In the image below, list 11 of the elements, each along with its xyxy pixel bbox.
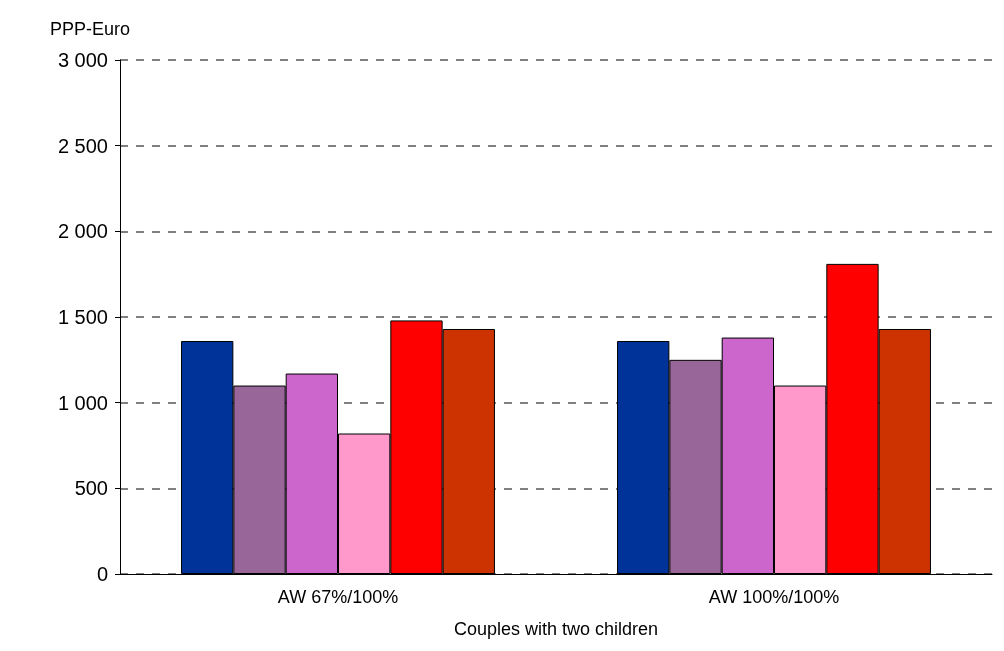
y-tick-label: 0	[96, 563, 108, 585]
x-axis-title: Couples with two children	[453, 619, 659, 639]
y-tick-label: 1 500	[57, 306, 108, 328]
y-tick-label: 2 000	[57, 220, 108, 243]
y-axis-title: PPP-Euro	[49, 19, 130, 39]
x-tick-label: AW 100%/100%	[708, 587, 840, 607]
x-tick-label: AW 67%/100%	[277, 587, 399, 607]
y-tick-label: 1 000	[57, 391, 108, 414]
y-tick-label: 2 500	[57, 134, 108, 157]
y-tick-label: 3 000	[57, 49, 108, 71]
y-tick-label: 500	[74, 477, 108, 500]
